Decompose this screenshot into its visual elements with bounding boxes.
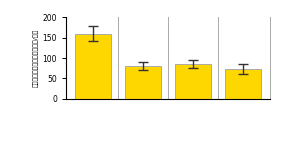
Y-axis label: 果樹当たり平均果実収量（ｇ/月）: 果樹当たり平均果実収量（ｇ/月） <box>33 29 38 87</box>
Bar <box>125 66 161 99</box>
Bar <box>175 64 211 99</box>
Bar <box>75 34 111 99</box>
Bar <box>225 69 261 99</box>
